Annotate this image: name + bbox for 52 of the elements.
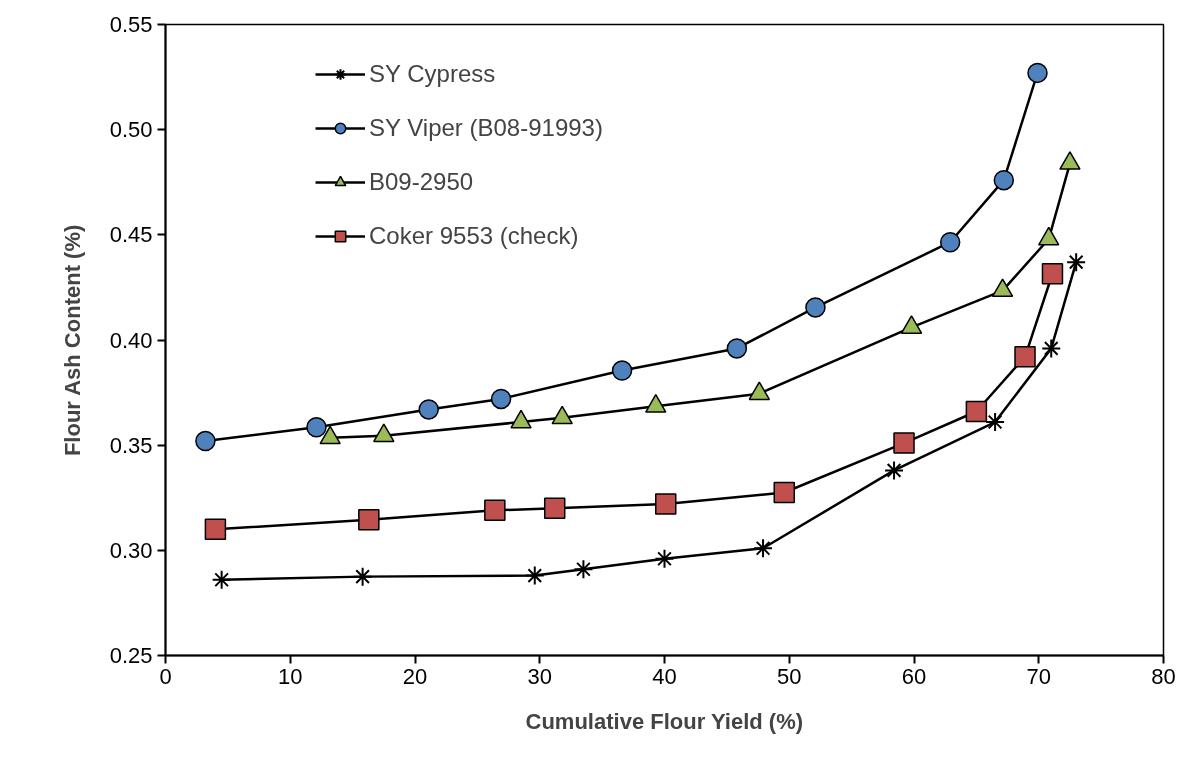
point xyxy=(884,460,905,481)
y-tick-label: 0.30 xyxy=(109,537,153,563)
y-tick-label: 0.50 xyxy=(109,117,153,143)
point xyxy=(965,400,988,423)
x-tick-label: 70 xyxy=(1026,663,1051,689)
legend-label: B09-2950 xyxy=(369,168,474,196)
point xyxy=(1041,262,1064,285)
x-tick-label: 40 xyxy=(652,663,677,689)
point xyxy=(418,399,439,420)
point xyxy=(985,412,1006,433)
x-tick-label: 0 xyxy=(159,663,172,689)
point xyxy=(490,388,512,410)
y-tick-label: 0.40 xyxy=(109,327,153,353)
point xyxy=(211,569,232,590)
point xyxy=(195,430,216,452)
point xyxy=(358,509,380,531)
x-tick-label: 20 xyxy=(402,663,428,689)
legend-label: SY Viper (B08-91993) xyxy=(369,114,603,142)
point xyxy=(306,417,327,438)
point xyxy=(352,566,373,587)
y-tick-label: 0.25 xyxy=(109,643,153,668)
point xyxy=(204,518,227,541)
point xyxy=(753,538,774,559)
x-tick-label: 80 xyxy=(1151,663,1176,689)
point xyxy=(993,169,1015,191)
x-axis-title: Cumulative Flour Yield (%) xyxy=(525,708,804,734)
x-tick-label: 50 xyxy=(777,663,802,689)
point xyxy=(939,231,961,253)
point xyxy=(893,432,915,454)
x-tick-label: 60 xyxy=(901,663,927,689)
point xyxy=(726,338,748,359)
point xyxy=(773,481,796,504)
y-axis-title: Flour Ash Content (%) xyxy=(59,224,85,457)
point xyxy=(1014,346,1036,368)
point xyxy=(1066,252,1087,273)
point xyxy=(805,297,826,318)
y-tick-label: 0.55 xyxy=(109,12,153,37)
legend-label: SY Cypress xyxy=(369,60,496,88)
x-tick-label: 10 xyxy=(278,663,303,689)
point xyxy=(611,360,633,381)
x-tick-label: 30 xyxy=(527,663,552,689)
point xyxy=(1041,338,1062,359)
legend-label: Coker 9553 (check) xyxy=(369,222,579,250)
y-tick-label: 0.35 xyxy=(109,432,153,458)
point xyxy=(654,548,675,569)
point xyxy=(484,499,506,522)
point xyxy=(524,565,545,586)
point xyxy=(655,493,677,515)
point xyxy=(573,559,594,580)
y-tick-label: 0.45 xyxy=(109,222,153,248)
point xyxy=(1027,62,1048,84)
point xyxy=(543,497,566,520)
